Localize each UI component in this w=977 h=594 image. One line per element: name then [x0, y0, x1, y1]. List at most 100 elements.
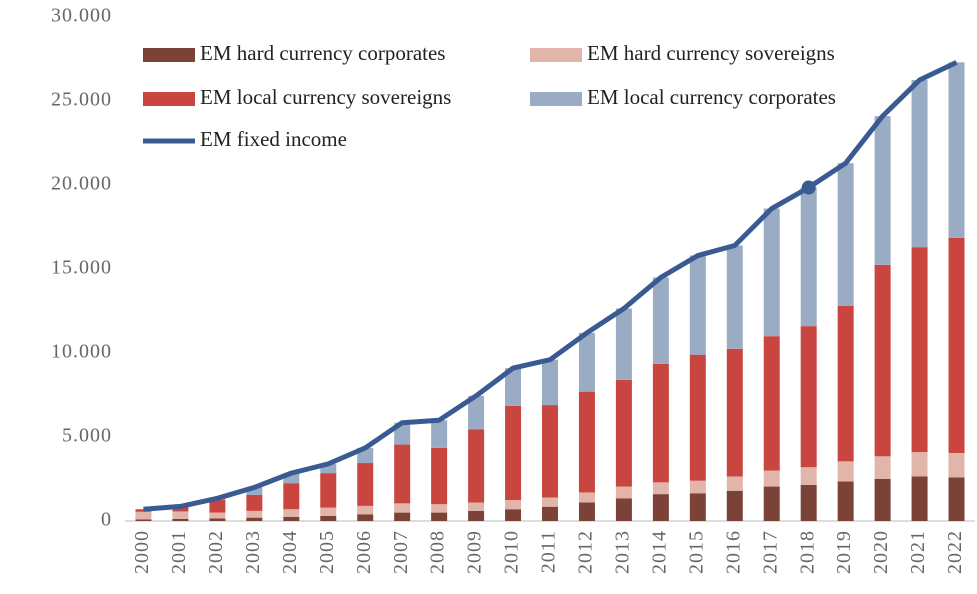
bar-segment — [209, 518, 226, 521]
bar-segment — [283, 473, 300, 484]
bar-segment — [135, 509, 152, 512]
x-tick-label: 2014 — [648, 530, 670, 574]
bar-segment — [615, 498, 632, 521]
bar-segment — [578, 391, 595, 493]
x-tick-label: 2022 — [944, 530, 966, 574]
bar-segment — [320, 463, 337, 474]
bar-segment — [320, 515, 337, 521]
bar-segment — [837, 163, 854, 306]
x-tick-label: 2003 — [242, 530, 264, 574]
x-tick-label: 2018 — [796, 530, 818, 574]
bar-segment — [874, 264, 891, 457]
bar-segment — [726, 490, 743, 521]
bar-segment — [837, 461, 854, 482]
bar-segment — [542, 506, 558, 521]
x-tick-label: 2010 — [501, 530, 523, 574]
x-tick-label: 2006 — [353, 530, 375, 574]
bar-segment — [283, 483, 300, 510]
bar-segment — [172, 518, 189, 521]
bar-segment — [763, 208, 780, 337]
x-tick-label: 2001 — [168, 530, 190, 574]
bar-segment — [911, 247, 928, 453]
bar-segment — [615, 379, 632, 487]
bar-segment — [726, 348, 743, 477]
legend-swatch — [530, 92, 582, 106]
x-tick-label: 2000 — [131, 530, 153, 574]
bar-segment — [431, 447, 448, 505]
x-tick-label: 2020 — [870, 530, 892, 574]
bar-segment — [615, 486, 632, 499]
bar-segment — [394, 444, 411, 504]
y-tick-label: 15.000 — [51, 257, 112, 279]
legend-swatch — [143, 92, 195, 106]
x-tick-label: 2007 — [390, 530, 412, 574]
x-tick-label: 2017 — [759, 530, 781, 574]
bar-segment — [800, 484, 817, 521]
bar-segment — [874, 116, 891, 265]
bar-segment — [578, 502, 595, 521]
x-tick-label: 2016 — [722, 530, 744, 574]
bar-segment — [246, 487, 263, 495]
bar-segment — [800, 187, 817, 327]
bar-segment — [652, 494, 669, 521]
y-tick-label: 10.000 — [51, 341, 112, 363]
bar-segment — [763, 470, 780, 487]
legend-label: EM fixed income — [200, 127, 347, 151]
bar-segment — [209, 500, 226, 513]
y-tick-label: 0 — [101, 509, 112, 531]
bar-segment — [911, 452, 928, 477]
bar-segment — [911, 80, 928, 248]
bar-segment — [763, 486, 780, 521]
bar-segment — [542, 497, 558, 507]
bar-segment — [357, 514, 374, 521]
x-tick-label: 2009 — [464, 530, 486, 574]
legend-label: EM local currency corporates — [587, 85, 836, 109]
bar-segment — [135, 511, 152, 520]
x-tick-label: 2002 — [205, 530, 227, 574]
bar-segment — [172, 511, 189, 519]
legend-swatch — [143, 48, 195, 62]
bar-segment — [320, 473, 337, 508]
x-tick-label: 2008 — [427, 530, 449, 574]
bar-segment — [689, 493, 706, 521]
bar-segment — [948, 477, 965, 521]
bar-segment — [209, 512, 226, 519]
bar-segment — [283, 516, 300, 521]
bar-segment — [652, 363, 669, 483]
x-tick-label: 2012 — [575, 530, 597, 574]
bar-segment — [394, 503, 411, 513]
x-tick-label: 2015 — [685, 530, 707, 574]
y-tick-label: 20.000 — [51, 173, 112, 195]
bar-segment — [689, 255, 706, 355]
x-tick-label: 2011 — [538, 530, 560, 573]
bar-segment — [948, 452, 965, 478]
bar-segment — [246, 510, 263, 518]
bar-segment — [468, 429, 485, 503]
bar-segment — [837, 305, 854, 462]
bar-segment — [246, 494, 263, 511]
bar-segment — [948, 237, 965, 453]
bar-segment — [911, 476, 928, 521]
line — [143, 60, 958, 512]
y-tick-label: 5.000 — [62, 425, 112, 447]
bar-segment — [874, 456, 891, 479]
bar-segment — [468, 510, 485, 521]
legend-label: EM hard currency sovereigns — [587, 41, 835, 65]
bar-segment — [505, 500, 522, 510]
bar-segment — [357, 463, 374, 506]
bar-segment — [283, 509, 300, 517]
line-marker — [801, 180, 816, 195]
bar-segment — [505, 405, 522, 500]
bar-segment — [135, 519, 152, 521]
bar-segment — [505, 509, 522, 521]
bar-segment — [542, 405, 558, 498]
bar-segment — [837, 481, 854, 521]
bar-segment — [652, 482, 669, 495]
bar-segment — [689, 480, 706, 494]
x-tick-label: 2005 — [316, 530, 338, 574]
bar-segment — [615, 308, 632, 380]
bar-segment — [800, 467, 817, 485]
bar-segment — [948, 62, 965, 238]
bar-segment — [542, 359, 558, 406]
